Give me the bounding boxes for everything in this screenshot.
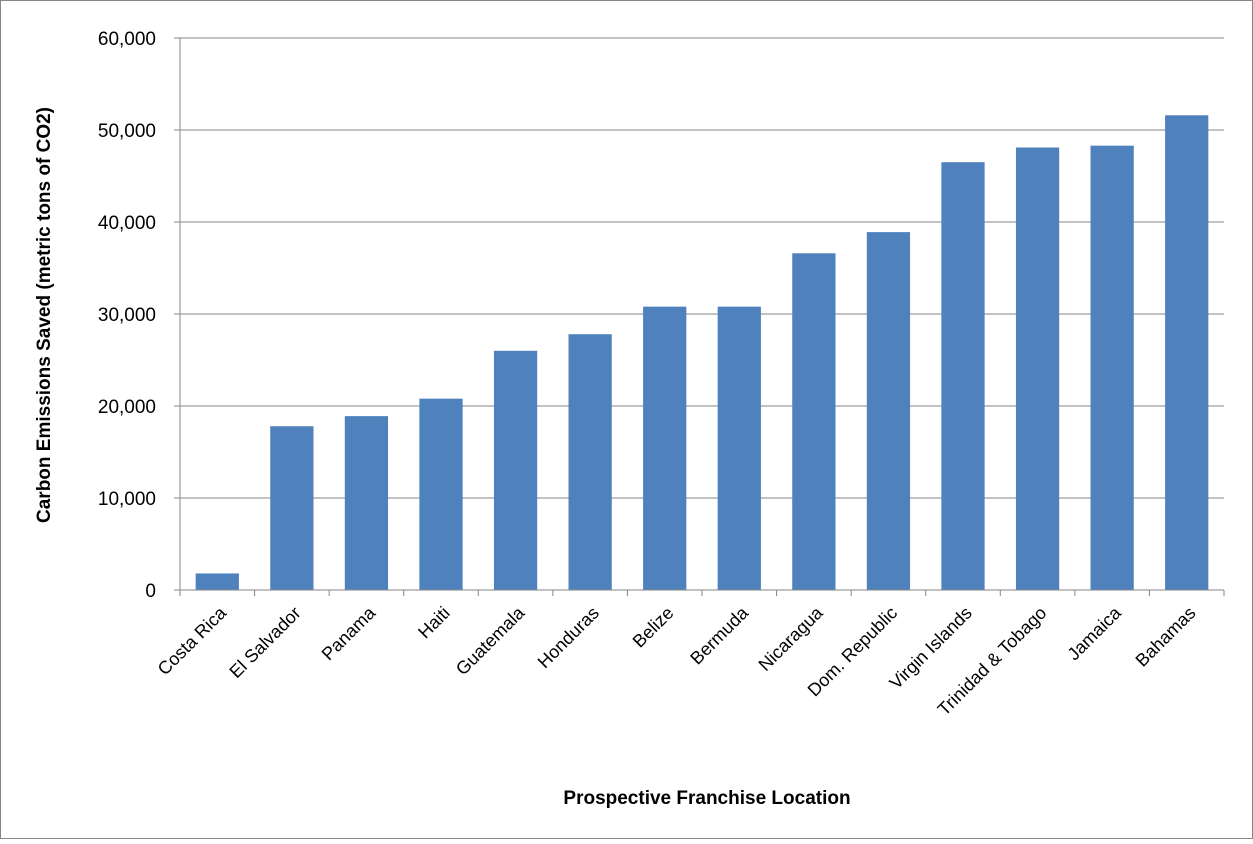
y-tick-label: 10,000 <box>98 489 156 510</box>
y-axis-title: Carbon Emissions Saved (metric tons of C… <box>34 107 55 523</box>
y-tick-label: 0 <box>145 581 156 602</box>
bar <box>568 334 612 590</box>
bar <box>493 350 538 590</box>
bar <box>1165 115 1209 590</box>
bar <box>270 426 314 590</box>
y-tick-label: 20,000 <box>98 397 156 418</box>
bar <box>1090 145 1134 590</box>
bar <box>717 306 761 590</box>
bars <box>195 115 1209 591</box>
x-axis-title: Prospective Franchise Location <box>563 788 850 809</box>
bar <box>1015 147 1060 591</box>
y-tick-label: 30,000 <box>98 305 156 326</box>
axes <box>174 37 1225 596</box>
bar <box>344 416 389 590</box>
bar <box>195 573 239 590</box>
bar <box>792 253 836 590</box>
y-tick-label: 60,000 <box>98 29 156 50</box>
y-tick-labels: 0 10,000 20,000 30,000 40,000 50,000 60,000 <box>98 29 156 602</box>
bar <box>643 306 687 590</box>
bar <box>941 162 985 590</box>
bar <box>866 232 911 590</box>
y-tick-label: 50,000 <box>98 121 156 142</box>
bar <box>419 398 463 590</box>
y-tick-label: 40,000 <box>98 213 156 234</box>
